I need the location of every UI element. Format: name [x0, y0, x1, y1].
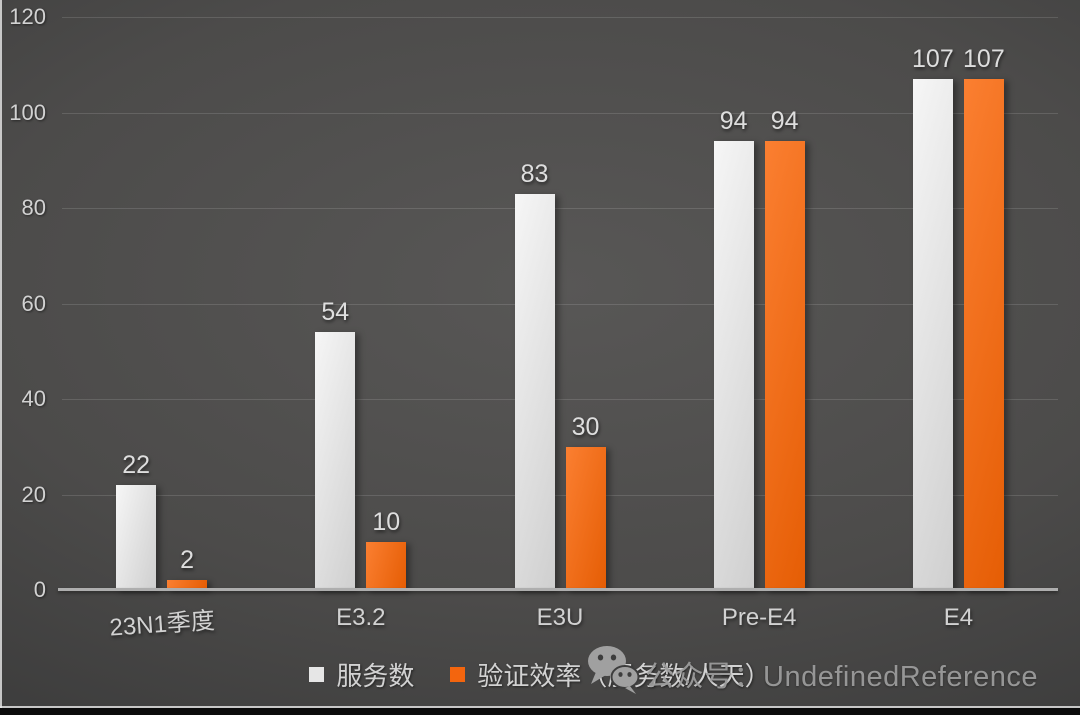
bar-value-label: 30: [571, 413, 600, 441]
bar-value-label: 94: [770, 107, 799, 135]
x-axis-line: [58, 588, 1058, 591]
slide-bottom-edge-line: [0, 706, 1080, 708]
legend-label: 服务数: [336, 661, 415, 691]
bar-gray: [912, 79, 953, 590]
bar-value-label: 10: [372, 508, 401, 536]
watermark: 公众号：UndefinedReference: [586, 644, 1038, 696]
bar-orange: [167, 580, 208, 590]
x-axis-category: E3U: [536, 604, 584, 631]
y-axis-tick: 20: [21, 481, 46, 507]
bar-value-label: 2: [180, 546, 195, 574]
gridline-100: [62, 112, 1058, 114]
y-axis-tick: 60: [21, 290, 46, 316]
x-axis-category: Pre-E4: [721, 604, 797, 631]
bar-value-label: 107: [963, 45, 1005, 73]
bar-value-label: 54: [321, 298, 350, 326]
bar-value-label: 22: [122, 451, 150, 479]
y-axis-labels: 0 20 40 60 80 100 120: [0, 4, 46, 602]
wechat-icon: [588, 646, 640, 694]
gridline-120: [62, 17, 1058, 18]
x-axis-category: E4: [943, 604, 974, 631]
gridline-80: [62, 208, 1058, 209]
y-axis-tick: 100: [9, 99, 46, 125]
x-axis-labels: 23N1季度 E3.2 E3U Pre-E4 E4: [62, 604, 1058, 644]
gridline-40: [62, 399, 1058, 400]
watermark-text: 公众号：UndefinedReference: [645, 661, 1039, 693]
bar-gray: [116, 485, 157, 590]
bar-value-label: 83: [520, 160, 549, 188]
x-axis-category: 23N1季度: [108, 607, 216, 642]
bar-orange: [366, 542, 407, 590]
y-axis-tick: 120: [9, 4, 46, 29]
bar-orange: [565, 447, 606, 590]
y-axis-tick: 80: [21, 195, 46, 220]
y-axis-tick: 0: [33, 577, 46, 602]
gridline-20: [62, 494, 1058, 496]
bar-gray: [514, 194, 555, 590]
bar-orange: [764, 141, 805, 590]
gridline-60: [62, 303, 1058, 305]
legend-item-gray-series: 服务数: [309, 656, 414, 693]
bar-value-label: 94: [719, 107, 748, 135]
bottom-black-strip: [0, 708, 1080, 715]
y-axis-tick: 40: [21, 386, 46, 411]
legend-swatch: [450, 667, 466, 682]
x-axis-category: E3.2: [336, 604, 386, 631]
bar-value-label: 107: [912, 45, 954, 73]
slide-left-edge: [0, 0, 2, 708]
chart-plot-area: 22 2 54 10 83 30 94 94 107 107: [62, 17, 1058, 590]
bar-gray: [315, 332, 356, 590]
bar-orange: [963, 79, 1004, 590]
bar-gray: [713, 141, 754, 590]
legend-swatch: [309, 667, 325, 682]
